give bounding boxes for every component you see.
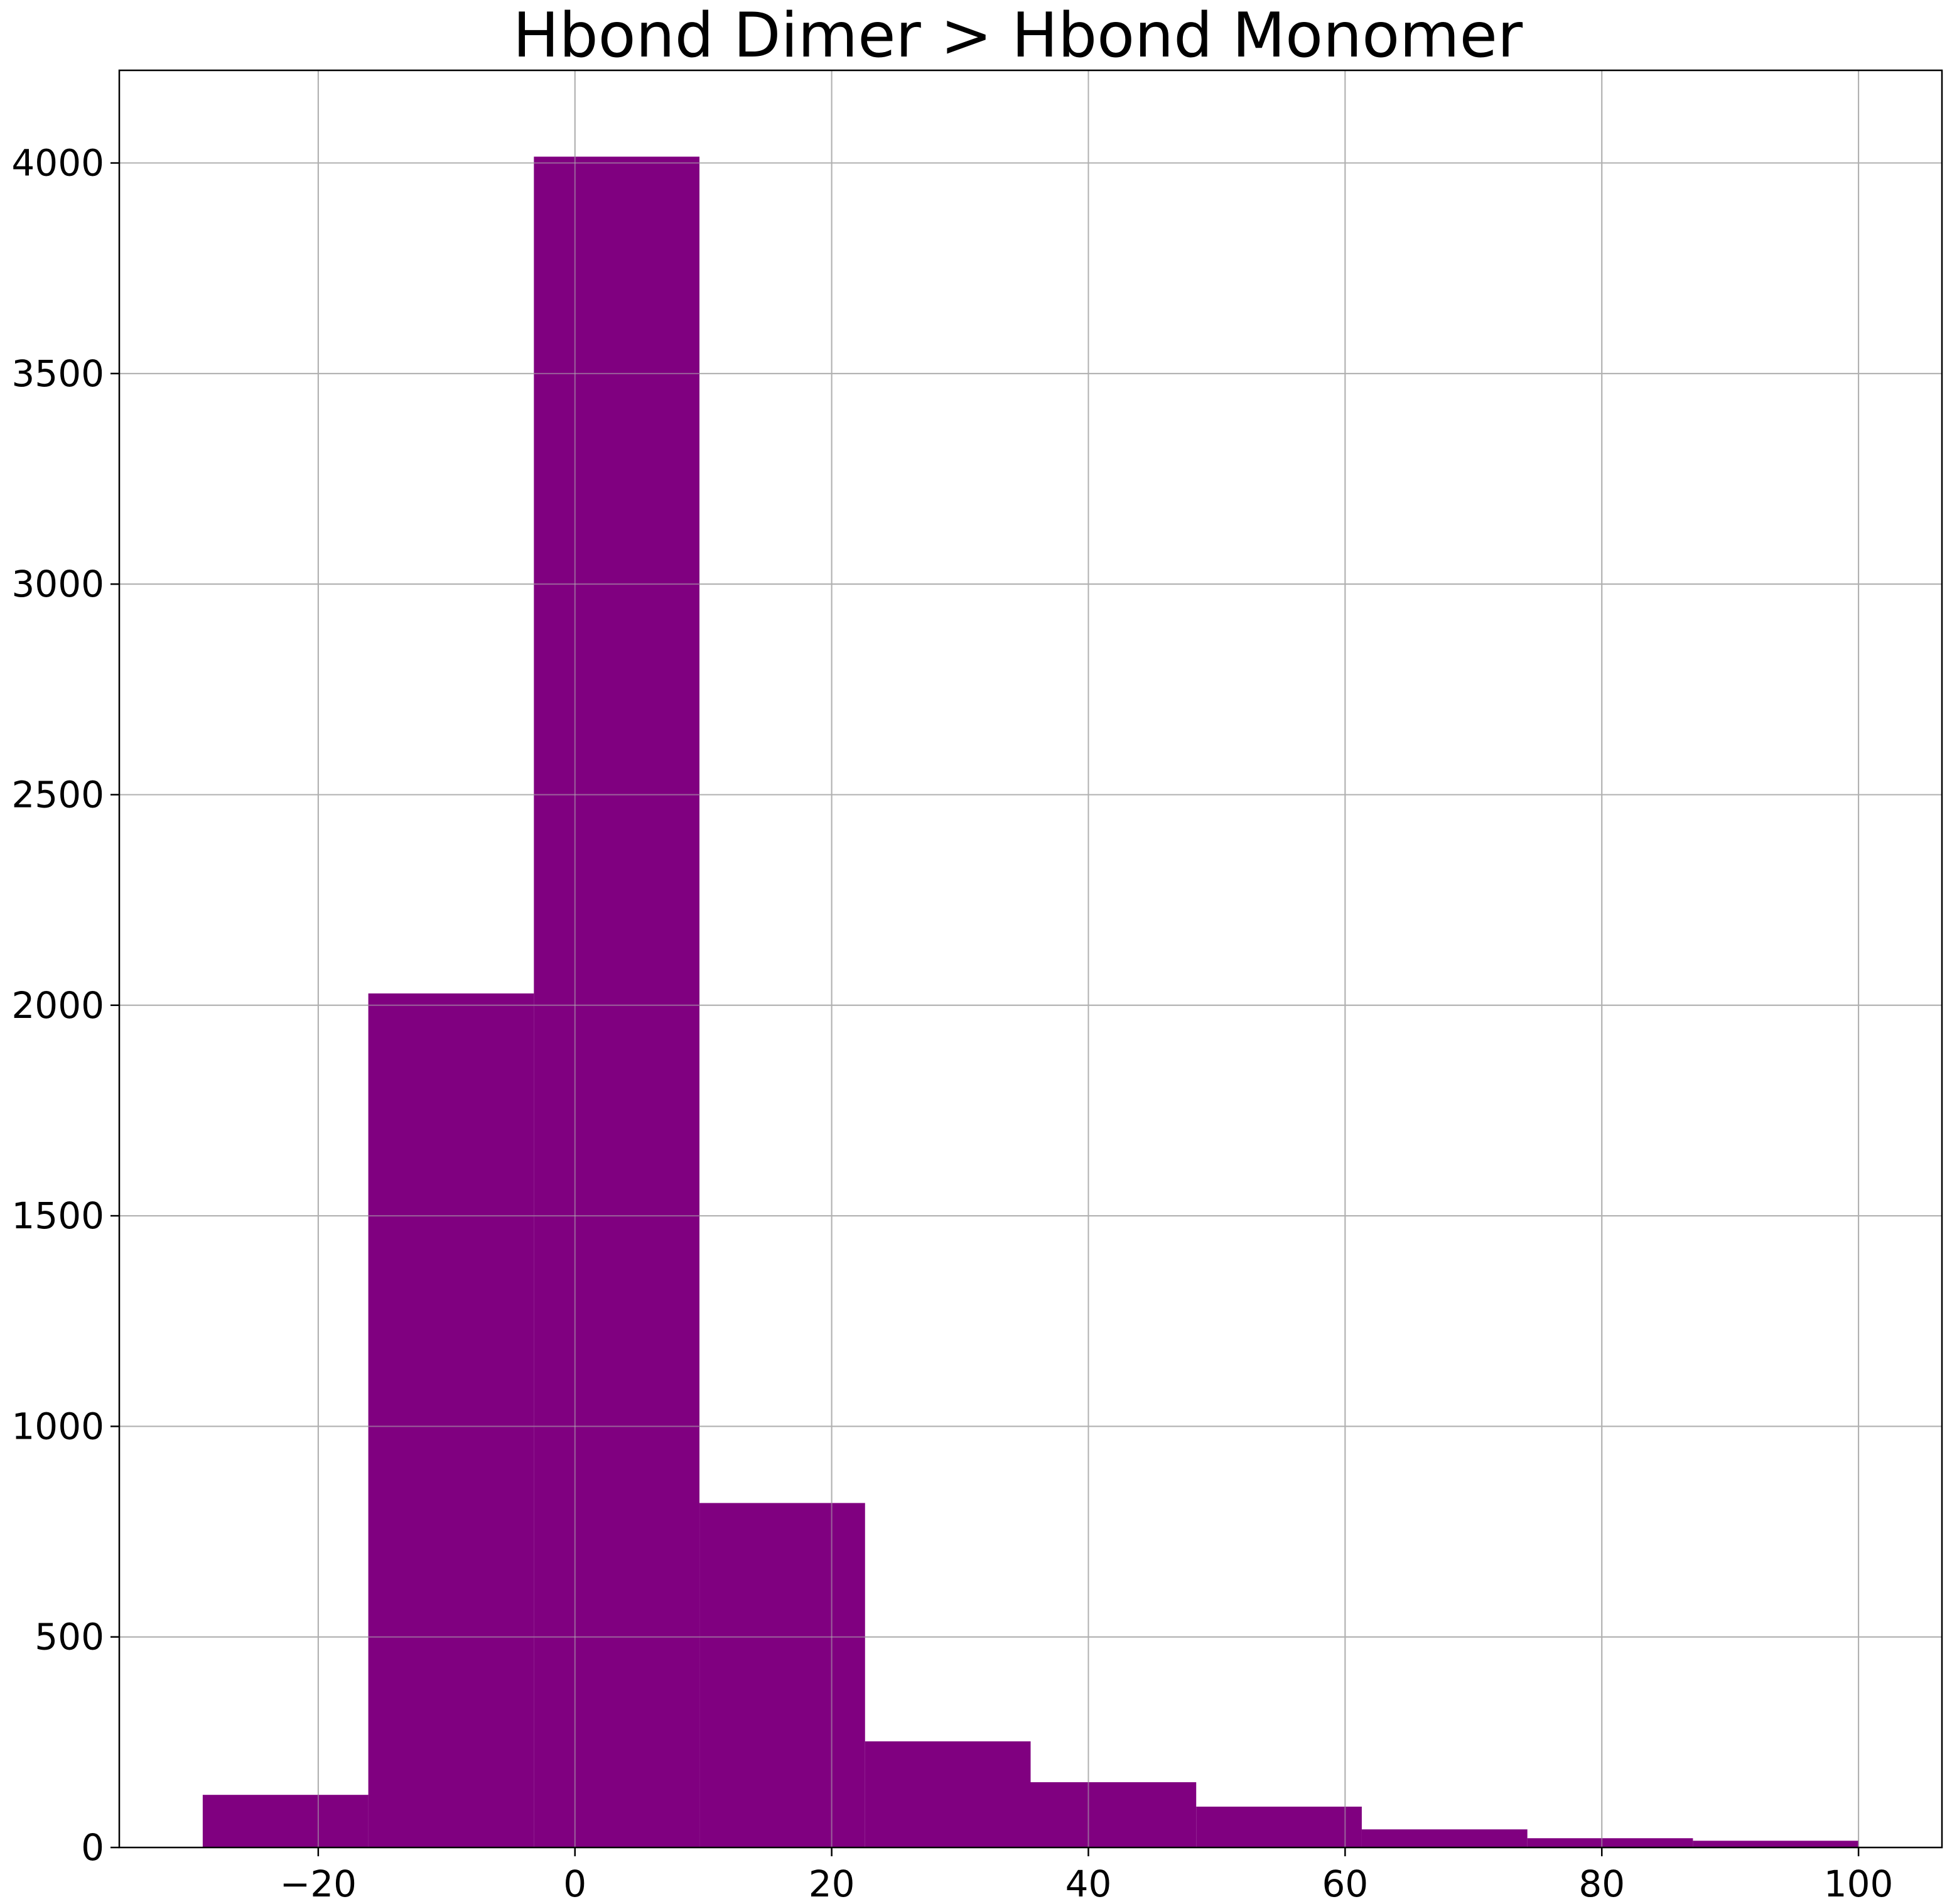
x-tick-label: 40 bbox=[1065, 1863, 1112, 1904]
histogram-bar bbox=[699, 1503, 865, 1847]
histogram-bar bbox=[534, 156, 700, 1847]
y-tick-label: 1000 bbox=[11, 1405, 104, 1447]
histogram-bar bbox=[1693, 1841, 1859, 1847]
histogram-bar bbox=[368, 993, 534, 1847]
histogram-bar bbox=[1030, 1782, 1197, 1847]
y-tick-label: 0 bbox=[81, 1826, 104, 1869]
plot-frame bbox=[118, 69, 1943, 1849]
y-tick-label: 2000 bbox=[11, 984, 104, 1027]
histogram-bars bbox=[202, 156, 1859, 1847]
x-tick-label: 80 bbox=[1578, 1863, 1625, 1904]
y-tick-label: 1500 bbox=[11, 1194, 104, 1237]
chart-title: Hbond Dimer > Hbond Monomer bbox=[513, 0, 1523, 72]
histogram-bar bbox=[865, 1741, 1031, 1847]
axes-frame bbox=[118, 69, 1943, 1849]
x-tick-label: 20 bbox=[809, 1863, 855, 1904]
x-tick-label: 100 bbox=[1824, 1863, 1894, 1904]
x-tick-label: 60 bbox=[1322, 1863, 1368, 1904]
y-tick-label: 2500 bbox=[11, 773, 104, 816]
x-tick-label: −20 bbox=[280, 1863, 357, 1904]
histogram-bar bbox=[202, 1795, 369, 1847]
y-tick-label: 500 bbox=[35, 1616, 104, 1658]
histogram-bar bbox=[1527, 1838, 1693, 1847]
y-tick-label: 3500 bbox=[11, 352, 104, 395]
histogram-bar bbox=[1361, 1829, 1528, 1847]
y-tick-label: 3000 bbox=[11, 563, 104, 605]
grid-lines-overlay bbox=[119, 70, 1942, 1848]
x-axis-ticks: −20 0 20 40 60 80 100 bbox=[280, 1847, 1894, 1904]
y-tick-label: 4000 bbox=[11, 142, 104, 185]
y-axis-ticks: 0 500 1000 1500 2000 2500 3000 3500 4000 bbox=[11, 142, 119, 1869]
histogram-bar bbox=[1196, 1806, 1362, 1847]
x-tick-label: 0 bbox=[563, 1863, 586, 1904]
